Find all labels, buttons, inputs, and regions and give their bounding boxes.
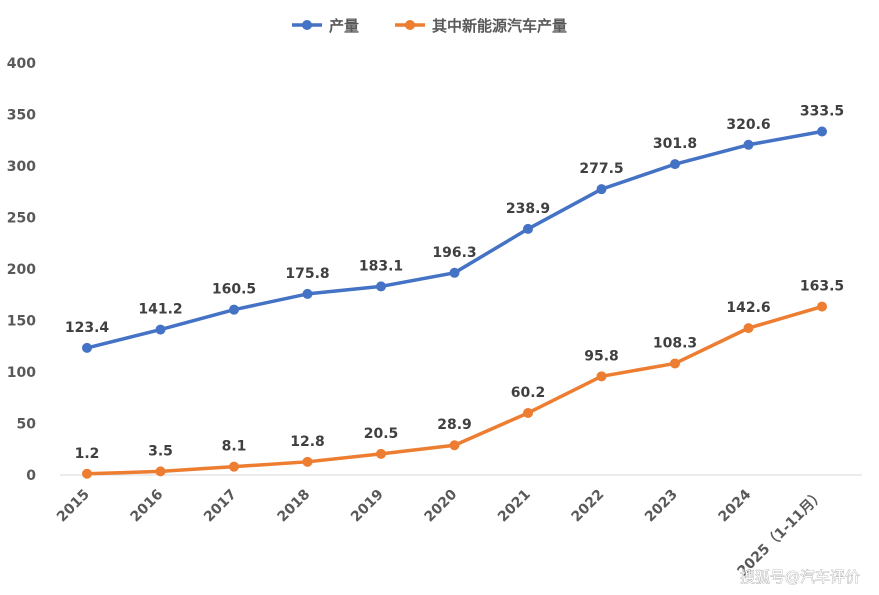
data-point xyxy=(523,223,533,234)
data-label: 238.9 xyxy=(506,201,550,217)
x-tick-label: 2024 xyxy=(715,486,754,525)
data-point xyxy=(302,456,313,467)
x-tick-label: 2018 xyxy=(274,487,313,526)
data-label: 60.2 xyxy=(511,385,546,401)
data-point xyxy=(743,139,754,150)
data-point xyxy=(302,288,313,299)
data-label: 142.6 xyxy=(726,300,770,316)
data-label: 301.8 xyxy=(653,136,697,152)
x-tick-label: 2022 xyxy=(568,487,607,526)
data-point xyxy=(670,159,680,170)
data-point xyxy=(376,281,386,292)
x-tick-label: 2019 xyxy=(348,487,387,526)
legend-label: 其中新能源汽车产量 xyxy=(432,17,567,35)
data-point xyxy=(155,466,166,477)
series-group: 123.4 141.2 160.5 175.8 183.1 196.3 238.9 277.5… xyxy=(65,103,844,479)
data-point xyxy=(596,371,607,382)
data-point xyxy=(82,468,92,479)
y-tick-label: 150 xyxy=(7,314,36,330)
data-point xyxy=(670,358,680,369)
x-tick-label: 2017 xyxy=(201,487,240,526)
legend-item: 产量 xyxy=(292,17,359,35)
data-point xyxy=(817,301,827,312)
series-line xyxy=(85,129,824,350)
data-label: 160.5 xyxy=(212,282,256,298)
data-label: 163.5 xyxy=(800,279,844,295)
data-point xyxy=(229,461,239,472)
legend: 产量 其中新能源汽车产量 xyxy=(292,17,567,35)
y-tick-label: 200 xyxy=(7,262,36,278)
data-label: 8.1 xyxy=(222,439,247,455)
data-label: 123.4 xyxy=(65,320,110,336)
data-point xyxy=(523,407,533,418)
data-label: 12.8 xyxy=(290,434,325,450)
data-label: 320.6 xyxy=(726,117,770,133)
data-label: 333.5 xyxy=(800,103,844,119)
x-tick-label: 2021 xyxy=(495,487,534,526)
data-point xyxy=(229,304,239,315)
data-label: 196.3 xyxy=(432,245,476,261)
data-label: 1.2 xyxy=(75,446,100,462)
y-tick-label: 0 xyxy=(26,468,36,484)
data-point xyxy=(449,440,460,451)
x-tick-label: 2023 xyxy=(642,487,681,526)
data-point xyxy=(376,448,386,459)
data-point xyxy=(596,184,607,195)
y-tick-label: 250 xyxy=(7,211,36,227)
legend-item: 其中新能源汽车产量 xyxy=(395,17,567,35)
data-label: 108.3 xyxy=(653,335,697,351)
y-tick-label: 100 xyxy=(7,365,36,381)
data-point xyxy=(743,323,754,334)
data-point xyxy=(817,126,827,137)
data-point xyxy=(82,342,92,353)
x-axis-ticks: 2015 2016 2017 2018 2019 2020 2021 2022 2023 2024… xyxy=(54,486,828,580)
data-label: 3.5 xyxy=(148,443,173,459)
data-label: 175.8 xyxy=(285,266,329,282)
data-point xyxy=(155,324,166,335)
data-point xyxy=(449,267,460,278)
data-label: 183.1 xyxy=(359,258,403,274)
x-tick-label: 2016 xyxy=(127,487,166,526)
x-tick-label: 2015 xyxy=(54,487,93,526)
y-tick-label: 350 xyxy=(7,108,36,124)
y-tick-label: 50 xyxy=(17,417,37,433)
legend-swatch-marker xyxy=(302,20,312,30)
legend-swatch-marker xyxy=(405,20,415,30)
y-axis-ticks: 0 50 100 150 200 250 300 350 400 xyxy=(7,56,36,484)
data-label: 277.5 xyxy=(579,161,623,177)
series-1: 123.4 141.2 160.5 175.8 183.1 196.3 238.9 277.5… xyxy=(65,103,844,353)
y-tick-label: 300 xyxy=(7,159,36,175)
y-tick-label: 400 xyxy=(7,56,36,72)
data-label: 95.8 xyxy=(584,348,619,364)
watermark-text: 搜狐号@汽车评价 xyxy=(740,568,860,586)
series-2: 1.2 3.5 8.1 12.8 20.5 28.9 60.2 95.8 108.3 142.6 1… xyxy=(75,279,844,479)
legend-label: 产量 xyxy=(329,17,359,35)
x-tick-label: 2020 xyxy=(421,486,460,525)
data-label: 141.2 xyxy=(138,302,182,318)
data-label: 20.5 xyxy=(364,426,399,442)
data-label: 28.9 xyxy=(437,417,472,433)
